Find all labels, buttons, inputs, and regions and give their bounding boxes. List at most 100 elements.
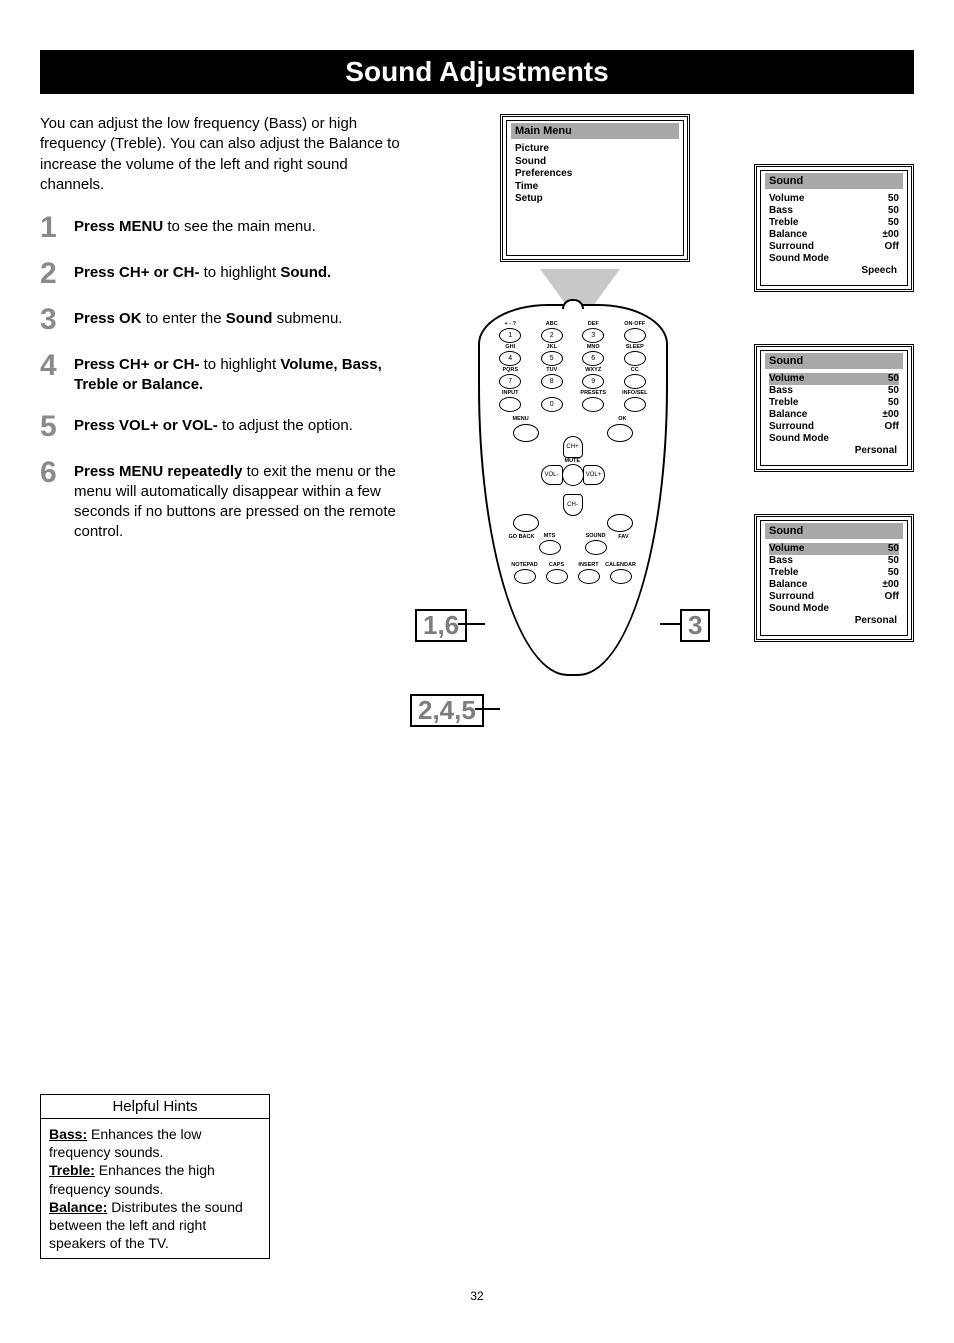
- remote-button: + - ?1: [499, 328, 521, 343]
- remote-button: JKL5: [541, 351, 563, 366]
- content: You can adjust the low frequency (Bass) …: [40, 114, 914, 834]
- callout-2-4-5: 2,4,5: [410, 694, 484, 727]
- remote-button: 0: [541, 397, 563, 412]
- step-item: 1Press MENU to see the main menu.: [40, 213, 400, 243]
- remote-mid-row: MTSSOUND: [494, 540, 652, 555]
- hints-body: Bass: Enhances the low frequency sounds.…: [41, 1119, 269, 1258]
- callout-3: 3: [680, 609, 710, 642]
- right-column: Main Menu PictureSoundPreferencesTimeSet…: [420, 114, 914, 834]
- step-item: 2Press CH+ or CH- to highlight Sound.: [40, 259, 400, 289]
- osd-row: Bass50: [769, 555, 899, 567]
- remote-button-label: MNO: [587, 344, 600, 350]
- osd-sound-2: SoundVolume50Bass50Treble50Balance±00Sur…: [754, 344, 914, 472]
- remote-button: MNO6: [582, 351, 604, 366]
- main-menu-item: Preferences: [515, 168, 675, 181]
- osd-row: Bass50: [769, 385, 899, 397]
- sound-mode-value: Personal: [769, 615, 899, 627]
- vol-minus-button: VOL-: [541, 465, 563, 485]
- step-number: 6: [40, 458, 74, 488]
- osd-header: Main Menu: [511, 123, 679, 139]
- remote-button: TUV8: [541, 374, 563, 389]
- step-number: 1: [40, 213, 74, 243]
- steps-list: 1Press MENU to see the main menu.2Press …: [40, 213, 400, 543]
- ok-label: OK: [618, 416, 626, 422]
- mute-button: [562, 464, 584, 486]
- lead-line-icon: [475, 708, 500, 710]
- main-menu-item: Time: [515, 181, 675, 194]
- remote-bottom-row: NOTEPADCAPSINSERTCALENDAR: [494, 569, 652, 584]
- remote-button: PRESETS: [582, 397, 604, 412]
- main-menu-item: Picture: [515, 143, 675, 156]
- remote-button-label: DEF: [588, 321, 599, 327]
- ch-minus-button: CH-: [563, 494, 583, 516]
- osd-row: Sound Mode: [769, 603, 899, 615]
- osd-row: SurroundOff: [769, 421, 899, 433]
- step-number: 2: [40, 259, 74, 289]
- remote-button: WXYZ9: [582, 374, 604, 389]
- ok-button: [607, 424, 633, 442]
- osd-header: Sound: [765, 353, 903, 369]
- remote-button: NOTEPAD: [514, 569, 536, 584]
- osd-row: Volume50: [769, 373, 899, 385]
- remote-button-label: WXYZ: [585, 367, 601, 373]
- osd-row: Volume50: [769, 543, 899, 555]
- step-item: 4Press CH+ or CH- to highlight Volume, B…: [40, 351, 400, 396]
- remote-button-label: PQRS: [502, 367, 518, 373]
- remote-button: GHI4: [499, 351, 521, 366]
- menu-label: MENU: [513, 416, 529, 422]
- lead-line-icon: [458, 623, 485, 625]
- osd-row: Bass50: [769, 205, 899, 217]
- remote-button-label: ABC: [546, 321, 558, 327]
- remote-button: CALENDAR: [610, 569, 632, 584]
- dpad-cross: CH+ CH- VOL- VOL+ MUTE: [541, 436, 605, 516]
- osd-header: Sound: [765, 523, 903, 539]
- remote-button-label: CAPS: [549, 562, 564, 568]
- page-title: Sound Adjustments: [40, 50, 914, 94]
- remote-button: INPUT: [499, 397, 521, 412]
- lead-line-icon: [660, 623, 680, 625]
- osd-row: SurroundOff: [769, 241, 899, 253]
- main-menu-item: Sound: [515, 156, 675, 169]
- fav-button: [607, 514, 633, 532]
- remote-button-label: PRESETS: [580, 390, 606, 396]
- left-column: You can adjust the low frequency (Bass) …: [40, 114, 400, 834]
- osd-row: Treble50: [769, 397, 899, 409]
- osd-sound-1: SoundVolume50Bass50Treble50Balance±00Sur…: [754, 164, 914, 292]
- osd-body: Volume50Bass50Treble50Balance±00Surround…: [765, 539, 903, 629]
- sound-mode-value: Personal: [769, 445, 899, 457]
- osd-row: Sound Mode: [769, 433, 899, 445]
- step-text: Press MENU repeatedly to exit the menu o…: [74, 458, 400, 543]
- remote-button-label: SLEEP: [626, 344, 644, 350]
- dpad-cluster: MENU OK GO BACK FAV CH+ CH- VOL- VOL+ MU…: [513, 422, 633, 532]
- osd-row: Volume50: [769, 193, 899, 205]
- step-text: Press VOL+ or VOL- to adjust the option.: [74, 412, 353, 436]
- ch-plus-button: CH+: [563, 436, 583, 458]
- hint-item: Treble: Enhances the high frequency soun…: [49, 1162, 215, 1196]
- remote-button-label: INPUT: [502, 390, 519, 396]
- remote-button-label: INSERT: [578, 562, 598, 568]
- page-number: 32: [40, 1289, 914, 1303]
- main-menu-list: PictureSoundPreferencesTimeSetup: [515, 143, 675, 206]
- osd-header: Sound: [765, 173, 903, 189]
- osd-row: Sound Mode: [769, 253, 899, 265]
- remote-button-label: NOTEPAD: [511, 562, 537, 568]
- step-item: 5Press VOL+ or VOL- to adjust the option…: [40, 412, 400, 442]
- remote-button-label: MTS: [544, 533, 556, 539]
- osd-row: Treble50: [769, 567, 899, 579]
- remote-button-label: ON·OFF: [624, 321, 645, 327]
- goback-label: GO BACK: [509, 534, 535, 540]
- hints-header: Helpful Hints: [41, 1095, 269, 1119]
- remote-button: CAPS: [546, 569, 568, 584]
- remote-button-label: CC: [631, 367, 639, 373]
- remote-figure: 1,6 2,4,5 3 + - ?1ABC2DEF3ON·OFFGHI4JKL5…: [450, 304, 695, 676]
- step-text: Press OK to enter the Sound submenu.: [74, 305, 342, 329]
- remote-button: ON·OFF: [624, 328, 646, 343]
- osd-row: SurroundOff: [769, 591, 899, 603]
- remote-button: DEF3: [582, 328, 604, 343]
- step-item: 6Press MENU repeatedly to exit the menu …: [40, 458, 400, 543]
- hint-item: Balance: Distributes the sound between t…: [49, 1199, 243, 1251]
- remote-button: ABC2: [541, 328, 563, 343]
- step-text: Press CH+ or CH- to highlight Volume, Ba…: [74, 351, 400, 396]
- step-number: 4: [40, 351, 74, 381]
- main-menu-item: Setup: [515, 193, 675, 206]
